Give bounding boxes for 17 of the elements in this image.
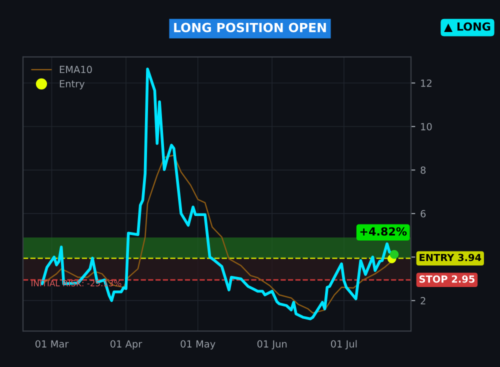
x-tick-label: 01 Mar bbox=[35, 340, 69, 348]
x-tick-label: 01 Jul bbox=[330, 340, 357, 350]
y-tick-label: 2 bbox=[420, 297, 426, 304]
legend-label: Entry bbox=[60, 80, 85, 90]
chart-title: LONG POSITION OPEN bbox=[174, 22, 326, 32]
y-tick-label: 10 bbox=[421, 122, 432, 130]
x-tick-label: 01 May bbox=[180, 340, 216, 350]
x-tick-label: 01 Apr bbox=[110, 340, 142, 350]
y-tick-label: 8 bbox=[420, 166, 426, 174]
y-tick-label: 6 bbox=[420, 210, 426, 218]
annotation: +4.82% bbox=[360, 227, 407, 236]
text: ▲ LONG bbox=[444, 22, 490, 32]
ref-line-label: ENTRY 3.94 bbox=[420, 254, 482, 262]
x-tick-label: 01 Jun bbox=[257, 340, 287, 350]
legend-label: EMA10 bbox=[60, 66, 92, 74]
y-tick-label: 12 bbox=[421, 79, 432, 87]
ref-line-label: STOP 2.95 bbox=[419, 275, 474, 283]
